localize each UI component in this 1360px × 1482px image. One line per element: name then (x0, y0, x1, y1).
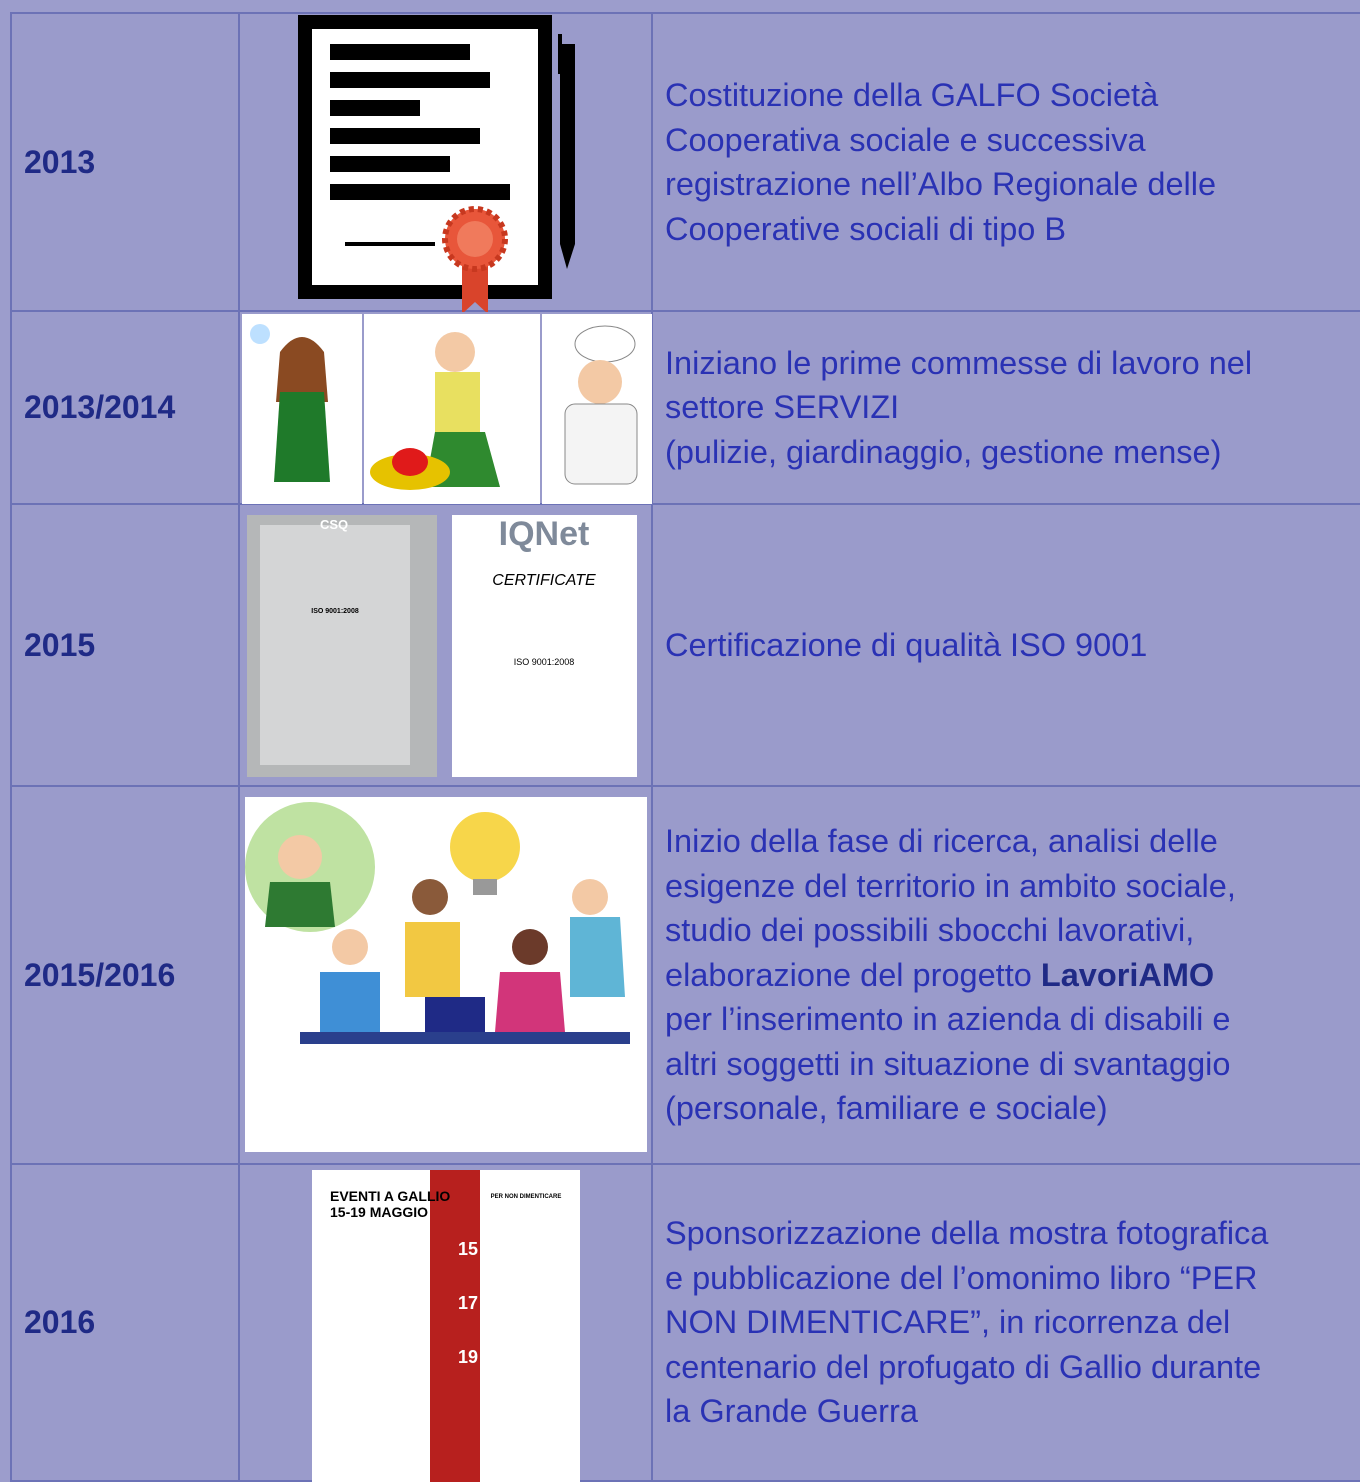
description-line: (pulizie, giardinaggio, gestione mense) (665, 433, 1222, 470)
illustration-cell: EVENTI A GALLIO 15-19 MAGGIO PER NON DIMEN… (240, 1165, 653, 1482)
illustration: CSQ ISO 9001:2008 IQNet CERTIFICATE ISO 9001… (247, 515, 637, 777)
description-cell: Sponsorizzazione della mostra fotografic… (653, 1165, 1360, 1482)
year-cell: 2015/2016 (10, 787, 240, 1165)
description-cell: Inizio della fase di ricerca, analisi de… (653, 787, 1360, 1165)
cert-standard: ISO 9001:2008 (514, 657, 575, 667)
poster-day: 15 (458, 1239, 478, 1259)
description-cell: Certificazione di qualità ISO 9001 (653, 505, 1360, 787)
description-line: Cooperativa sociale e successiva (665, 121, 1146, 158)
description-line: Cooperative sociali di tipo B (665, 210, 1067, 247)
poster-series: PER NON DIMENTICARE (491, 1194, 562, 1200)
poster-day: 19 (458, 1347, 478, 1367)
year-cell: 2016 (10, 1165, 240, 1482)
timeline-table: 2013 Costituzione della GALFO Società Coo… (10, 12, 1360, 1482)
year-cell: 2013/2014 (10, 312, 240, 505)
description-line: la Grande Guerra (665, 1393, 918, 1430)
description-line: Costituzione della GALFO Società (665, 77, 1159, 113)
poster-title: EVENTI A GALLIO (330, 1188, 450, 1204)
illustration (298, 15, 575, 314)
year-cell: 2013 (10, 12, 240, 312)
project-name: LavoriAMO (1040, 956, 1215, 993)
year: 2015 (24, 626, 96, 663)
poster-dates: 15-19 MAGGIO (330, 1204, 428, 1220)
illustration-cell (240, 787, 653, 1165)
illustration-cell (240, 312, 653, 505)
poster-day: 17 (458, 1293, 478, 1313)
description-line: centenario del profugato di Gallio duran… (665, 1348, 1262, 1385)
description-line: Sponsorizzazione della mostra fotografic… (665, 1215, 1269, 1252)
description-line: esigenze del territorio in ambito social… (665, 867, 1236, 904)
description-cell: Iniziano le prime commesse di lavoro nel… (653, 312, 1360, 505)
illustration (245, 797, 647, 1152)
description-line: Iniziano le prime commesse di lavoro nel (665, 344, 1253, 381)
illustration (242, 314, 652, 504)
description-line: elaborazione del progetto LavoriAMO (665, 953, 1360, 998)
description-cell: Costituzione della GALFO Società Cooperat… (653, 12, 1360, 312)
cert-logo: CSQ (320, 517, 348, 532)
poster-day: 18 (408, 1320, 428, 1340)
description-line: (personale, familiare e sociale) (665, 1090, 1108, 1127)
year: 2016 (24, 1304, 96, 1340)
description-line: settore SERVIZI (665, 389, 900, 426)
cert-logo: IQNet (499, 515, 590, 553)
year: 2013 (24, 143, 96, 180)
description-line: per l’inserimento in azienda di disabili… (665, 1001, 1231, 1038)
year: 2015/2016 (24, 956, 176, 993)
illustration-cell (240, 12, 653, 314)
description-line: registrazione nell’Albo Regionale delle (665, 166, 1217, 202)
description-line: NON DIMENTICARE”, in ricorrenza del (665, 1304, 1231, 1341)
description-line: e pubblicazione del l’omonimo libro “PER (665, 1259, 1258, 1296)
description-text: elaborazione del progetto (665, 956, 1041, 993)
cert-heading: CERTIFICATE (492, 572, 596, 589)
poster-day: 16 (408, 1266, 428, 1286)
description-line: Certificazione di qualità ISO 9001 (665, 626, 1148, 663)
description-line: altri soggetti in situazione di svantagg… (665, 1045, 1231, 1082)
illustration-cell: CSQ ISO 9001:2008 IQNet CERTIFICATE ISO 9001… (240, 505, 653, 787)
description-line: studio dei possibili sbocchi lavorativi, (665, 912, 1195, 949)
cert-standard: ISO 9001:2008 (311, 608, 359, 615)
description-line: Inizio della fase di ricerca, analisi de… (665, 823, 1218, 860)
year: 2013/2014 (24, 389, 176, 425)
year-cell: 2015 (10, 505, 240, 787)
